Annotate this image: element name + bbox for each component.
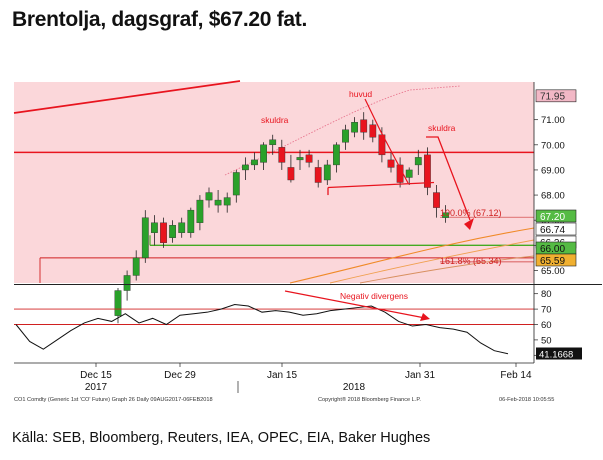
price-box bbox=[535, 253, 577, 267]
price-y-tick-label: 70.00 bbox=[541, 140, 565, 151]
price-box bbox=[535, 222, 577, 236]
footer-left: CO1 Comdty (Generic 1st 'CO' Future) Gra… bbox=[14, 397, 213, 403]
candle-body bbox=[123, 275, 131, 291]
long-term-trendline bbox=[13, 80, 241, 114]
rsi-value-label: 41.1668 bbox=[539, 349, 573, 360]
candle-body bbox=[114, 290, 122, 316]
divergence-arrow bbox=[284, 290, 426, 319]
annotation-fib-100: 100.0% (67.12) bbox=[440, 208, 502, 218]
candle-body bbox=[296, 157, 304, 161]
price-box-label: 66.74 bbox=[540, 225, 565, 236]
candle-body bbox=[223, 197, 231, 206]
candle-body bbox=[387, 159, 395, 168]
annotation-negativ-divergens: Negativ divergens bbox=[340, 291, 408, 301]
footer-right: 06-Feb-2018 10:05:55 bbox=[499, 397, 554, 403]
candle-body bbox=[251, 159, 258, 166]
candle-body bbox=[214, 199, 222, 206]
candle-body bbox=[187, 209, 195, 233]
upper-band-dotted bbox=[224, 85, 461, 176]
candle-body bbox=[205, 192, 213, 201]
candle-body bbox=[442, 212, 449, 218]
candle-body bbox=[160, 222, 167, 243]
x-tick-label: Dec 29 bbox=[164, 370, 196, 381]
page-title: Brentolja, dagsgraf, $67.20 fat. bbox=[12, 8, 308, 31]
candle-body bbox=[150, 222, 158, 233]
candle-body bbox=[433, 192, 440, 208]
target-arrowhead bbox=[464, 218, 474, 230]
candle-body bbox=[132, 257, 140, 276]
candle-body bbox=[141, 217, 149, 259]
price-box-label: 71.95 bbox=[540, 92, 565, 103]
annotation-skuldra-right: skuldra bbox=[428, 123, 456, 133]
candle-body bbox=[369, 124, 377, 138]
candle-body bbox=[241, 164, 249, 171]
candle-body bbox=[287, 167, 295, 181]
price-box-label: 67.20 bbox=[540, 212, 565, 223]
annotation-fib-161: 161.8% (65.34) bbox=[440, 256, 502, 266]
x-year-label: 2018 bbox=[343, 382, 366, 393]
price-box bbox=[535, 89, 577, 103]
price-y-tick-label: 65.00 bbox=[541, 266, 565, 277]
rsi-y-tick-label: 50 bbox=[541, 335, 552, 346]
rsi-y-tick-label: 60 bbox=[541, 320, 552, 331]
x-tick-label: Feb 14 bbox=[500, 370, 532, 381]
moving-average-mid bbox=[329, 239, 535, 284]
candle-body bbox=[278, 147, 286, 163]
source-note: Källa: SEB, Bloomberg, Reuters, IEA, OPE… bbox=[12, 430, 431, 446]
moving-average-long bbox=[359, 255, 535, 284]
price-y-tick-label: 68.00 bbox=[541, 191, 565, 202]
footer-center: Copyright® 2018 Bloomberg Finance L.P. bbox=[318, 396, 421, 403]
candle-body bbox=[405, 169, 413, 178]
rsi-value-box bbox=[536, 347, 582, 360]
candle-body bbox=[260, 144, 267, 163]
moving-average-short bbox=[289, 227, 535, 284]
rsi-y-tick-label: 70 bbox=[541, 305, 552, 316]
x-year-label: 2017 bbox=[85, 382, 108, 393]
price-box bbox=[535, 209, 577, 223]
candle-body bbox=[196, 199, 204, 223]
candle-body bbox=[178, 222, 186, 233]
candle-body bbox=[351, 121, 358, 133]
right-shoulder-line bbox=[426, 136, 471, 221]
rsi-y-tick-label: 80 bbox=[541, 289, 552, 300]
x-tick-label: Jan 31 bbox=[405, 370, 435, 381]
price-y-tick-label: 71.00 bbox=[541, 115, 565, 126]
x-tick-label: Dec 15 bbox=[80, 370, 112, 381]
candle-body bbox=[323, 164, 331, 181]
candle-body bbox=[333, 144, 340, 166]
price-panel-background bbox=[14, 82, 534, 283]
rsi-line bbox=[15, 303, 509, 355]
head-pattern-line bbox=[364, 98, 409, 184]
x-tick-label: Jan 15 bbox=[267, 370, 297, 381]
chart: 65.0066.0067.0068.0069.0070.0071.0071.95… bbox=[13, 80, 602, 403]
annotation-huvud: huvud bbox=[349, 89, 372, 99]
price-box-label: 65.59 bbox=[540, 256, 565, 267]
neckline bbox=[327, 181, 435, 189]
candle-body bbox=[305, 154, 313, 163]
annotation-skuldra-left: skuldra bbox=[261, 115, 289, 125]
price-box-label: 66.00 bbox=[540, 244, 565, 255]
candle-body bbox=[314, 167, 322, 183]
candle-body bbox=[269, 139, 277, 146]
candle-body bbox=[169, 225, 176, 238]
price-y-tick-label: 69.00 bbox=[541, 165, 565, 176]
candle-body bbox=[360, 119, 368, 133]
candle-body bbox=[232, 172, 240, 196]
candle-body bbox=[414, 157, 422, 166]
candle-body bbox=[424, 154, 431, 188]
candle-body bbox=[342, 129, 349, 143]
divergence-arrowhead bbox=[420, 313, 430, 321]
